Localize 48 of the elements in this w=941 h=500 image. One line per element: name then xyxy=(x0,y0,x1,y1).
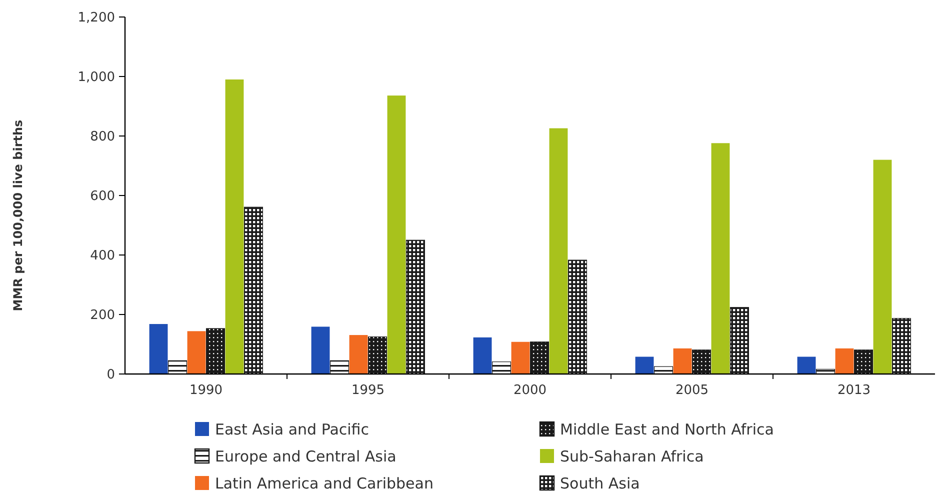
bar xyxy=(244,206,263,374)
bar xyxy=(387,96,406,374)
x-tick-label: 2000 xyxy=(513,383,547,398)
x-tick-label: 2013 xyxy=(837,383,871,398)
legend-label: Europe and Central Asia xyxy=(215,447,396,466)
legend-label: Sub-Saharan Africa xyxy=(560,447,704,466)
bar xyxy=(511,342,530,374)
bar xyxy=(711,143,730,374)
bar xyxy=(730,307,749,374)
y-tick-label: 400 xyxy=(90,248,115,264)
bar xyxy=(406,240,425,374)
y-tick-label: 200 xyxy=(90,308,115,324)
y-tick-label: 800 xyxy=(90,130,115,145)
bar xyxy=(187,331,206,374)
bar xyxy=(168,360,188,374)
y-tick-label: 1,200 xyxy=(78,10,115,26)
bar xyxy=(492,362,512,374)
y-tick-label: 0 xyxy=(106,368,115,383)
bar xyxy=(311,326,330,374)
bar xyxy=(635,356,654,374)
y-tick-label: 1,000 xyxy=(78,70,115,86)
bar xyxy=(225,79,244,374)
bar xyxy=(368,336,388,374)
bar xyxy=(206,328,226,374)
bar xyxy=(568,260,587,374)
bar xyxy=(835,348,854,374)
y-tick-label: 600 xyxy=(90,189,115,204)
bar xyxy=(692,350,712,374)
legend-label: East Asia and Pacific xyxy=(215,420,369,438)
bar xyxy=(330,360,350,374)
x-tick-label: 2005 xyxy=(675,383,709,398)
x-tick-label: 1995 xyxy=(351,383,385,398)
bar xyxy=(549,128,568,374)
y-axis-title: MMR per 100,000 live births xyxy=(11,120,25,312)
bar xyxy=(530,342,550,374)
bar xyxy=(654,366,674,374)
bar xyxy=(873,160,892,374)
bar xyxy=(673,348,692,374)
bar xyxy=(149,324,168,374)
bar xyxy=(797,356,816,374)
x-tick-label: 1990 xyxy=(189,383,223,398)
legend-label: Latin America and Caribbean xyxy=(215,474,434,492)
bar xyxy=(349,335,368,374)
bar xyxy=(473,337,492,374)
legend-label: South Asia xyxy=(560,474,640,492)
legend-label: Middle East and North Africa xyxy=(560,420,774,438)
bar xyxy=(854,350,874,374)
bar xyxy=(892,318,911,374)
